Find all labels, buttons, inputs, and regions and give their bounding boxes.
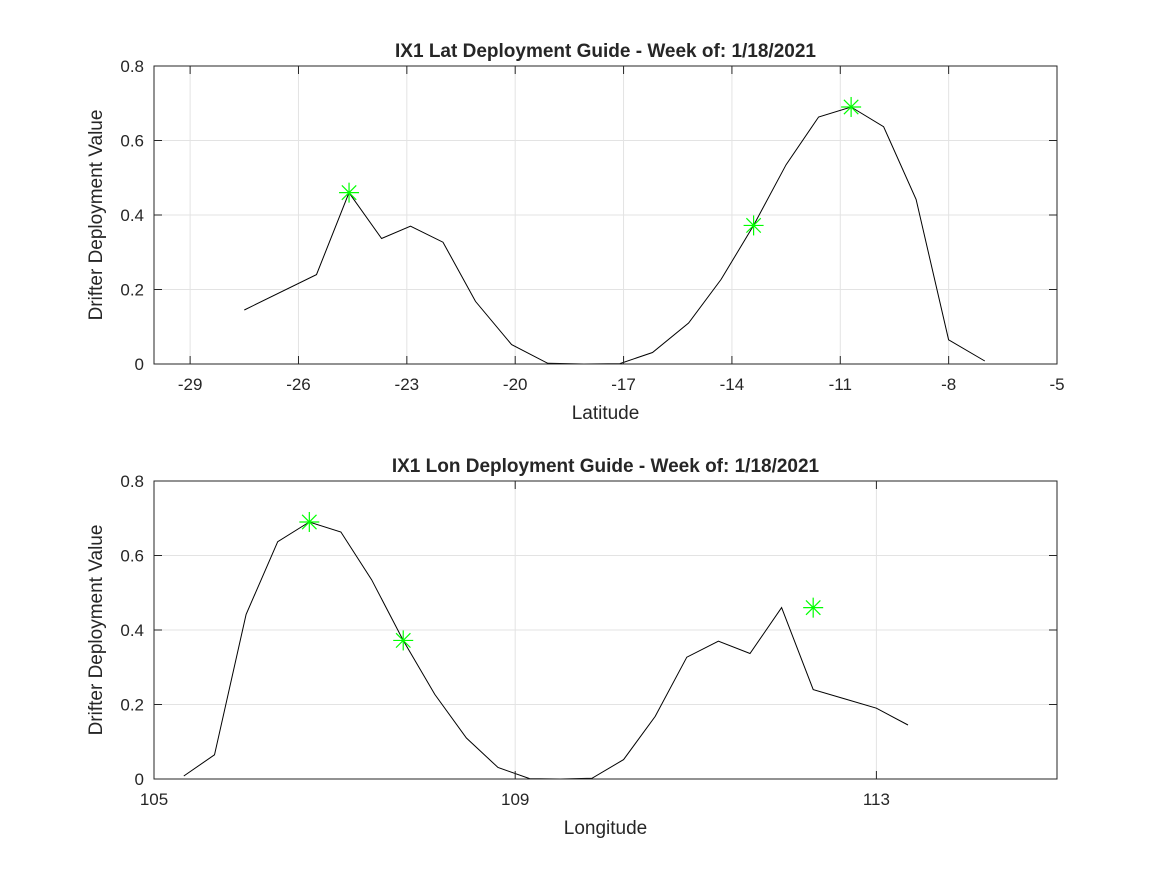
lat-x-tick-label: -29 bbox=[178, 375, 203, 394]
lon-y-tick-label: 0.4 bbox=[120, 621, 144, 640]
lat-chart: -29 -26 -23 -20 -17 -14 -11 -8 -5 0 0.2 0.4 0.6 0.8 I… bbox=[86, 41, 1065, 424]
lon-star-marker bbox=[393, 630, 414, 651]
lat-x-tick-label: -17 bbox=[611, 375, 636, 394]
lat-y-tick-label: 0.8 bbox=[120, 57, 144, 76]
lon-y-tick-label: 0 bbox=[135, 770, 144, 789]
lat-x-tick-label: -23 bbox=[395, 375, 420, 394]
lat-y-tick-label: 0.2 bbox=[120, 281, 144, 300]
lon-x-axis-label: Longitude bbox=[564, 818, 647, 839]
lat-star-marker bbox=[743, 215, 764, 236]
lon-chart: 105 109 113 0 0.2 0.4 0.6 0.8 IX1 Lon Deploymen… bbox=[86, 456, 1058, 839]
lon-x-tick-label: 113 bbox=[863, 790, 890, 809]
lon-y-tick-label: 0.6 bbox=[120, 547, 144, 566]
lon-y-tick-label: 0.8 bbox=[120, 472, 144, 491]
lat-x-tick-label: -14 bbox=[720, 375, 745, 394]
lon-star-marker bbox=[299, 511, 320, 532]
lat-x-tick-label: -20 bbox=[503, 375, 528, 394]
lat-x-tick-label: -8 bbox=[941, 375, 956, 394]
lat-y-tick-label: 0 bbox=[135, 355, 144, 374]
lat-x-tick-label: -11 bbox=[829, 375, 852, 394]
lat-x-tick-label: -5 bbox=[1049, 375, 1064, 394]
lat-chart-title: IX1 Lat Deployment Guide - Week of: 1/18… bbox=[395, 41, 816, 62]
lon-y-tick-label: 0.2 bbox=[120, 696, 144, 715]
lat-y-tick-label: 0.6 bbox=[120, 132, 144, 151]
lon-chart-title: IX1 Lon Deployment Guide - Week of: 1/18… bbox=[392, 456, 820, 477]
lat-x-axis-label: Latitude bbox=[572, 403, 640, 424]
lat-y-axis-label: Drifter Deployment Value bbox=[86, 110, 107, 321]
lon-y-axis-label: Drifter Deployment Value bbox=[86, 525, 107, 736]
lon-star-marker bbox=[803, 597, 824, 618]
lat-x-tick-label: -26 bbox=[286, 375, 311, 394]
lat-series-line bbox=[244, 106, 986, 365]
lon-x-tick-label: 105 bbox=[140, 790, 168, 809]
lon-x-tick-label: 109 bbox=[501, 790, 529, 809]
lat-star-marker bbox=[841, 96, 862, 117]
lat-star-marker bbox=[339, 182, 360, 203]
lat-y-tick-label: 0.4 bbox=[120, 206, 144, 225]
